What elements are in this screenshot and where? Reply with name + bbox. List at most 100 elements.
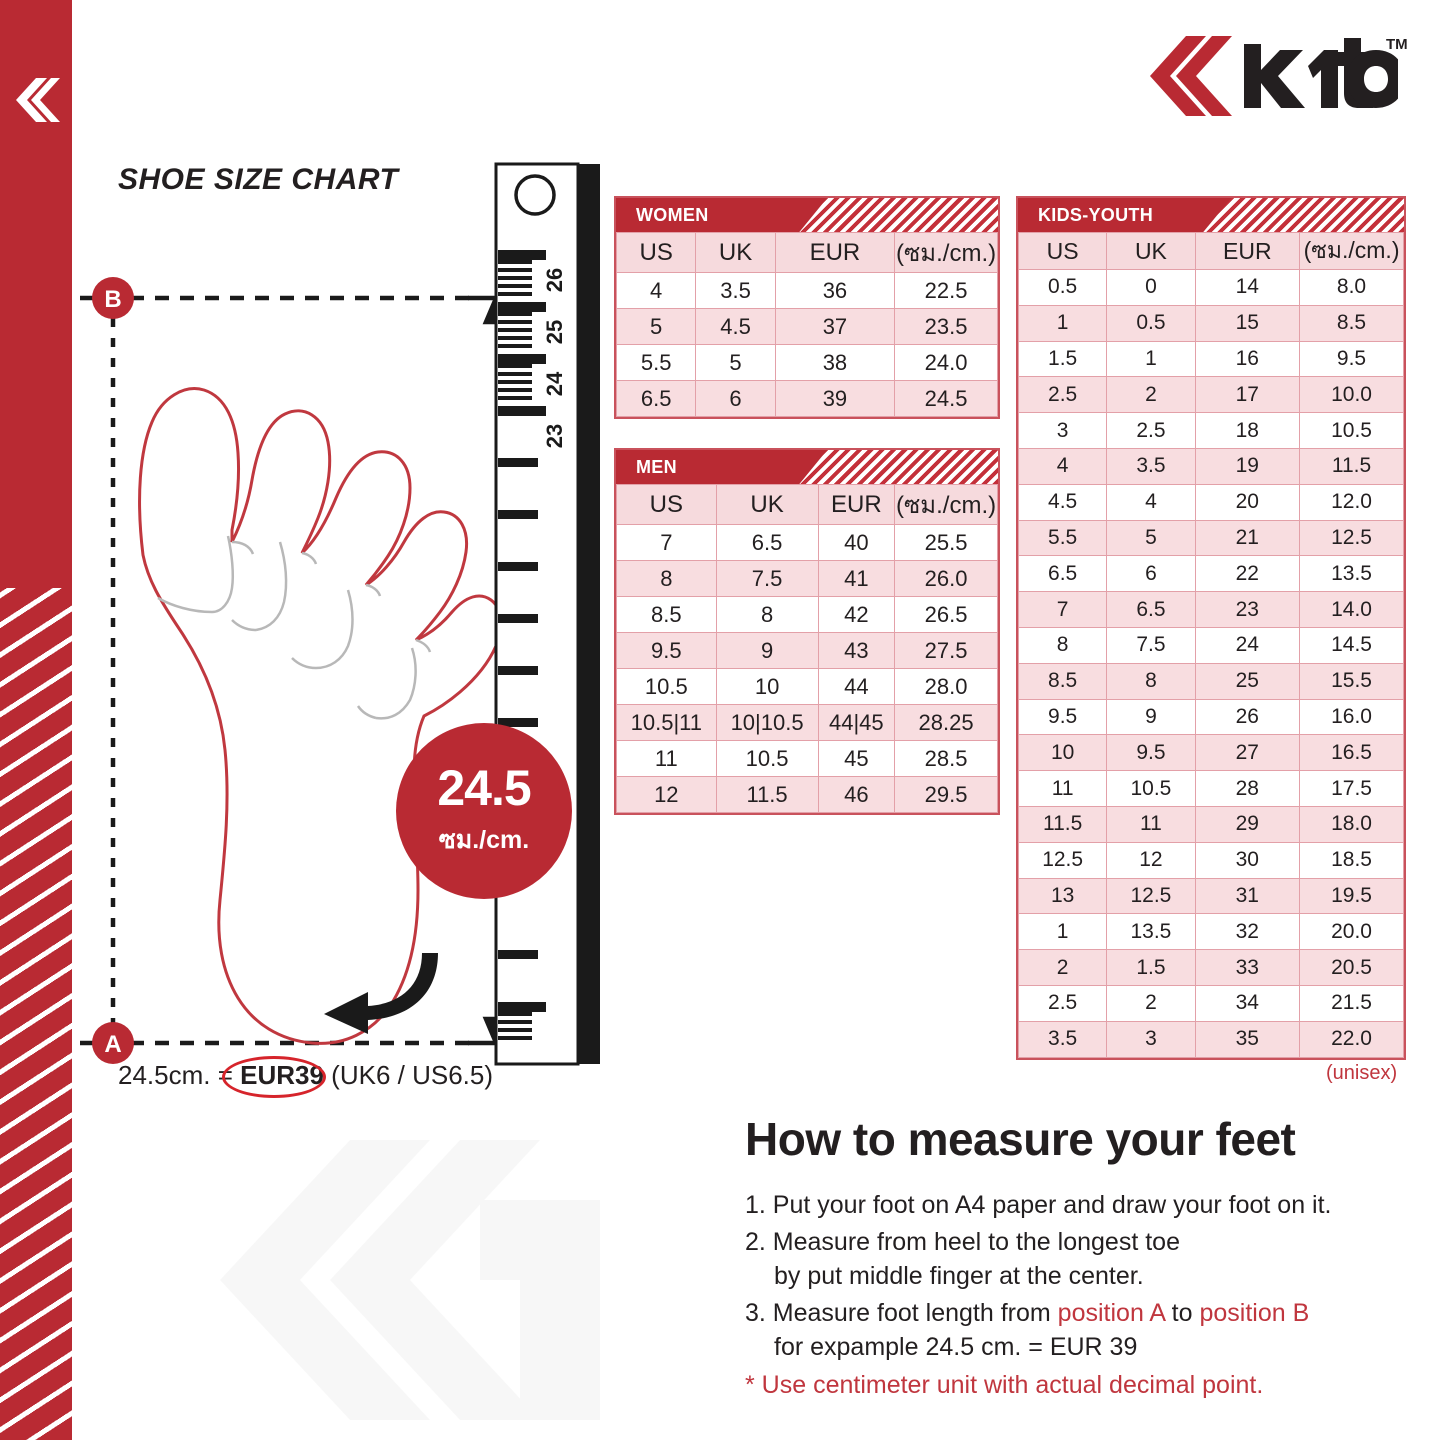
cell-us: 3 xyxy=(1017,412,1108,449)
kito-logo xyxy=(1150,36,1398,116)
kito-watermark xyxy=(220,1140,600,1420)
cell-uk: 9 xyxy=(1106,698,1196,736)
cell-cm: 13.5 xyxy=(1299,555,1404,593)
cell-cm: 9.5 xyxy=(1299,340,1404,378)
caption-highlight-ellipse xyxy=(222,1056,326,1098)
cell-eur: 32 xyxy=(1194,913,1301,951)
cell-eur: 40 xyxy=(817,524,896,561)
cell-uk: 2 xyxy=(1106,376,1196,414)
cell-us: 9.5 xyxy=(1017,698,1108,736)
table-row: 7 6.5 40 25.5 xyxy=(616,524,998,561)
cell-eur: 18 xyxy=(1194,412,1301,449)
cell-cm: 26.5 xyxy=(894,596,998,633)
measurement-note: * Use centimeter unit with actual decima… xyxy=(745,1371,1264,1399)
table-title-women: WOMEN xyxy=(636,205,709,225)
cell-eur: 14 xyxy=(1194,269,1301,306)
cell-cm: 28.0 xyxy=(894,668,998,705)
step-2-line-1: 2. Measure from heel to the longest toe xyxy=(745,1228,1180,1256)
table-header-men: MEN xyxy=(616,450,998,484)
col-uk: UK xyxy=(1106,232,1196,270)
caption-suffix: (UK6 / US6.5) xyxy=(323,1060,494,1090)
table-row: 8.5 8 25 15.5 xyxy=(1017,662,1404,700)
col-eur: EUR xyxy=(1194,232,1301,270)
table-row: 0.5 0 14 8.0 xyxy=(1017,269,1404,306)
cell-uk: 7.5 xyxy=(1106,626,1196,664)
cell-cm: 20.0 xyxy=(1299,913,1404,951)
table-row: 6.5 6 39 24.5 xyxy=(615,380,998,417)
cell-eur: 39 xyxy=(774,380,896,417)
cell-cm: 18.5 xyxy=(1299,841,1404,879)
table-row: 9.5 9 43 27.5 xyxy=(616,632,998,669)
cell-us: 7 xyxy=(616,524,717,561)
table-title-men: MEN xyxy=(636,457,677,477)
cell-us: 9.5 xyxy=(616,632,717,669)
cell-uk: 0.5 xyxy=(1106,304,1196,342)
cell-cm: 11.5 xyxy=(1299,447,1404,485)
cell-cm: 22.0 xyxy=(1299,1020,1404,1058)
column-header-row: US UK EUR (ซม./cm.) xyxy=(615,232,998,273)
cell-us: 7 xyxy=(1017,591,1108,628)
table-row: 5.5 5 21 12.5 xyxy=(1017,519,1404,557)
table-title-kids-youth: KIDS-YOUTH xyxy=(1038,205,1153,225)
cell-cm: 29.5 xyxy=(894,776,998,813)
cell-uk: 8 xyxy=(715,596,819,633)
cell-us: 6.5 xyxy=(1017,555,1108,593)
table-row: 11 10.5 28 17.5 xyxy=(1017,770,1404,807)
cell-cm: 14.0 xyxy=(1299,591,1404,628)
table-men: MEN US UK EUR (ซม./cm.) 7 6.5 40 25.5 8 7.5 4… xyxy=(614,448,1000,815)
col-cm: (ซม./cm.) xyxy=(1299,232,1404,270)
svg-text:A: A xyxy=(104,1031,121,1058)
cell-us: 10 xyxy=(1017,734,1108,772)
column-header-row: US UK EUR (ซม./cm.) xyxy=(1017,232,1404,270)
cell-eur: 15 xyxy=(1194,304,1301,342)
cell-cm: 20.5 xyxy=(1299,949,1404,986)
how-to-heading: How to measure your feet xyxy=(745,1113,1296,1165)
cell-uk: 11 xyxy=(1106,805,1196,843)
kids-table-footnote: (unisex) xyxy=(1326,1062,1398,1084)
trademark-symbol: TM xyxy=(1386,36,1408,53)
cell-eur: 45 xyxy=(817,740,896,777)
table-row: 2.5 2 17 10.0 xyxy=(1017,376,1404,414)
cell-us: 11 xyxy=(1017,770,1108,807)
col-uk: UK xyxy=(715,484,819,525)
cell-cm: 17.5 xyxy=(1299,770,1404,807)
col-cm: (ซม./cm.) xyxy=(894,484,998,525)
table-row: 9.5 9 26 16.0 xyxy=(1017,698,1404,736)
cell-uk: 6.5 xyxy=(715,524,819,561)
cell-us: 4 xyxy=(1017,447,1108,485)
cell-eur: 17 xyxy=(1194,376,1301,414)
cell-us: 10.5|11 xyxy=(616,704,717,741)
badge-value: 24.5 xyxy=(437,759,531,816)
cell-uk: 6.5 xyxy=(1106,591,1196,628)
cell-eur: 31 xyxy=(1194,877,1301,915)
table-header-kids-youth: KIDS-YOUTH xyxy=(1018,198,1404,232)
cell-eur: 29 xyxy=(1194,805,1301,843)
cell-us: 12.5 xyxy=(1017,841,1108,879)
table-row: 10.5 10 44 28.0 xyxy=(616,668,998,705)
step-3-line-2: for expample 24.5 cm. = EUR 39 xyxy=(774,1333,1138,1361)
table-header-women: WOMEN xyxy=(616,198,998,232)
cell-us: 5.5 xyxy=(615,344,697,381)
cell-cm: 28.25 xyxy=(894,704,998,741)
cell-cm: 18.0 xyxy=(1299,805,1404,843)
cell-us: 1 xyxy=(1017,304,1108,342)
step-3-text-b: to xyxy=(1164,1299,1200,1327)
cell-uk: 1.5 xyxy=(1106,949,1196,986)
cell-uk: 2.5 xyxy=(1106,412,1196,449)
cell-eur: 20 xyxy=(1194,483,1301,521)
cell-uk: 11.5 xyxy=(715,776,819,813)
svg-text:B: B xyxy=(104,286,121,313)
ruler-tick-26: 26 xyxy=(542,268,567,292)
how-to-steps: 1. Put your foot on A4 paper and draw yo… xyxy=(745,1188,1425,1364)
table-row: 8 7.5 41 26.0 xyxy=(616,560,998,597)
cell-us: 4.5 xyxy=(1017,483,1108,521)
table-row: 10.5|11 10|10.5 44|45 28.25 xyxy=(616,704,998,741)
cell-eur: 16 xyxy=(1194,340,1301,378)
cell-uk: 10.5 xyxy=(1106,770,1196,807)
cell-us: 4 xyxy=(615,272,697,309)
cell-us: 6.5 xyxy=(615,380,697,417)
cell-eur: 44|45 xyxy=(817,704,896,741)
cell-cm: 8.0 xyxy=(1299,269,1404,306)
column-header-row: US UK EUR (ซม./cm.) xyxy=(616,484,998,525)
